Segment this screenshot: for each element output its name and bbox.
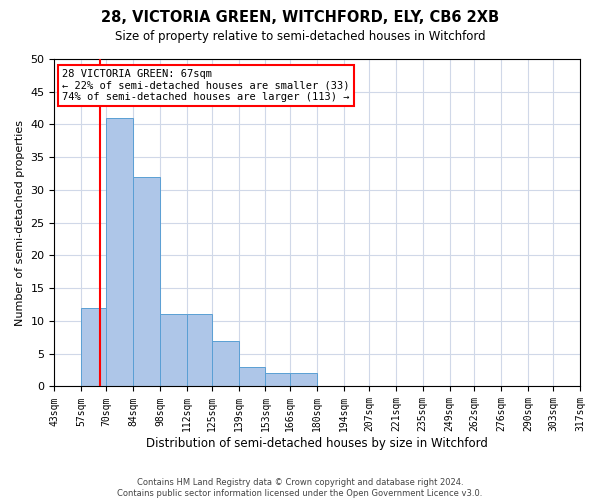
Bar [265, 374, 290, 386]
Bar [290, 374, 317, 386]
Bar [239, 367, 265, 386]
Bar [106, 118, 133, 386]
Bar [160, 314, 187, 386]
X-axis label: Distribution of semi-detached houses by size in Witchford: Distribution of semi-detached houses by … [146, 437, 488, 450]
Bar [81, 308, 106, 386]
Text: 28, VICTORIA GREEN, WITCHFORD, ELY, CB6 2XB: 28, VICTORIA GREEN, WITCHFORD, ELY, CB6 … [101, 10, 499, 25]
Bar [212, 340, 239, 386]
Text: Size of property relative to semi-detached houses in Witchford: Size of property relative to semi-detach… [115, 30, 485, 43]
Text: Contains HM Land Registry data © Crown copyright and database right 2024.
Contai: Contains HM Land Registry data © Crown c… [118, 478, 482, 498]
Bar [187, 314, 212, 386]
Text: 28 VICTORIA GREEN: 67sqm
← 22% of semi-detached houses are smaller (33)
74% of s: 28 VICTORIA GREEN: 67sqm ← 22% of semi-d… [62, 69, 350, 102]
Y-axis label: Number of semi-detached properties: Number of semi-detached properties [15, 120, 25, 326]
Bar [133, 177, 160, 386]
